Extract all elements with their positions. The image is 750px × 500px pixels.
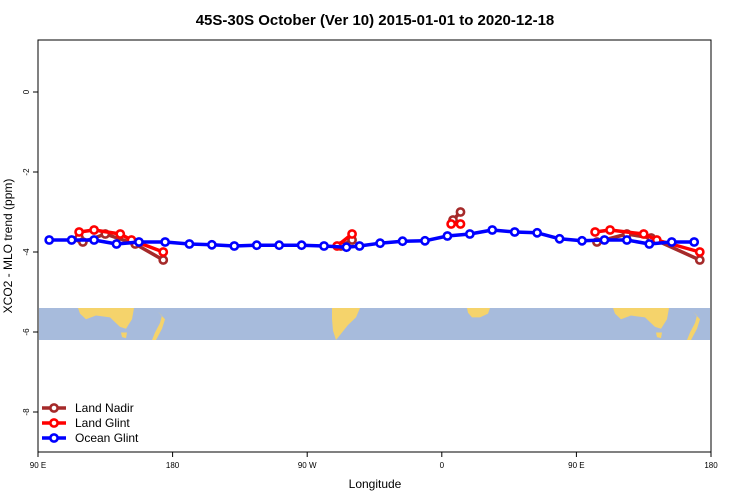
data-point [341, 242, 352, 253]
y-tick-label: -2 [22, 168, 31, 176]
data-point [89, 225, 99, 235]
legend-item: Ocean Glint [42, 431, 139, 445]
data-point [464, 229, 475, 239]
data-point [206, 239, 217, 250]
x-tick-label: 90 E [568, 461, 584, 470]
data-point [487, 225, 498, 235]
data-point [375, 238, 386, 249]
plot-frame [37, 39, 712, 453]
data-point [160, 237, 171, 247]
legend-item: Land Nadir [42, 401, 134, 415]
data-point [44, 235, 55, 245]
land-mass [613, 308, 669, 329]
y-tick-label: -6 [22, 328, 31, 336]
data-point [509, 227, 520, 237]
data-point [111, 239, 122, 249]
data-point [347, 229, 357, 239]
series-line [596, 232, 701, 262]
y-axis: 0 -2 -4 -6 -8 [22, 89, 38, 416]
land-mass [467, 308, 490, 318]
data-point [158, 255, 169, 265]
x-tick-label: 0 [440, 461, 445, 470]
data-point [158, 247, 169, 257]
legend-label: Land Glint [75, 416, 130, 430]
data-point [274, 240, 285, 251]
legend-swatch-marker [49, 433, 59, 443]
x-axis-label: Longitude [349, 477, 402, 491]
series-land-nadir [74, 207, 705, 265]
data-point [694, 255, 705, 265]
land-mass [656, 332, 662, 339]
data-point [115, 229, 126, 239]
land-mass [78, 308, 134, 329]
land-mass [121, 332, 127, 339]
data-point [554, 233, 565, 244]
data-point [134, 237, 144, 247]
data-point [296, 240, 307, 251]
y-tick-label: -8 [22, 408, 31, 416]
data-point [66, 235, 77, 245]
data-point [689, 237, 700, 247]
data-point [455, 207, 466, 217]
chart-title: 45S-30S October (Ver 10) 2015-01-01 to 2… [196, 12, 555, 29]
data-point [577, 235, 587, 246]
data-point [455, 219, 466, 229]
world-map-strip [39, 308, 710, 340]
data-point [666, 237, 677, 247]
x-axis: 90 E 180 90 W 0 90 E 180 [30, 452, 718, 470]
data-point [532, 227, 543, 238]
x-tick-label: 180 [166, 461, 180, 470]
legend-swatch-marker [49, 418, 59, 428]
data-point [74, 227, 85, 237]
legend-item: Land Glint [42, 416, 130, 430]
data-point [442, 231, 453, 241]
series-ocean-glint [44, 225, 700, 253]
ocean-band [39, 308, 710, 340]
data-point [694, 247, 705, 257]
data-point [446, 219, 457, 229]
x-tick-label: 180 [704, 461, 718, 470]
land-mass [152, 311, 165, 340]
legend-swatch-marker [49, 403, 59, 413]
data-point [599, 235, 610, 245]
land-mass [687, 311, 700, 340]
data-point [420, 235, 430, 246]
data-point [605, 225, 615, 235]
data-point [251, 240, 262, 251]
land-mass [332, 308, 360, 340]
data-point [638, 229, 649, 239]
data-point [621, 235, 632, 245]
y-axis-label: XCO2 - MLO trend (ppm) [1, 179, 15, 314]
y-tick-label: -4 [22, 248, 31, 256]
data-point [644, 239, 655, 249]
x-tick-label: 90 E [30, 461, 46, 470]
legend-label: Ocean Glint [75, 431, 139, 445]
data-point [590, 227, 600, 237]
y-tick-label: 0 [22, 89, 31, 94]
data-point [229, 241, 240, 251]
legend-label: Land Nadir [75, 401, 134, 415]
data-point [354, 241, 365, 251]
data-point [319, 241, 329, 251]
data-point [184, 239, 195, 249]
x-tick-label: 90 W [298, 461, 317, 470]
data-point [397, 236, 408, 247]
data-point [89, 235, 99, 245]
series-layer [44, 207, 705, 265]
